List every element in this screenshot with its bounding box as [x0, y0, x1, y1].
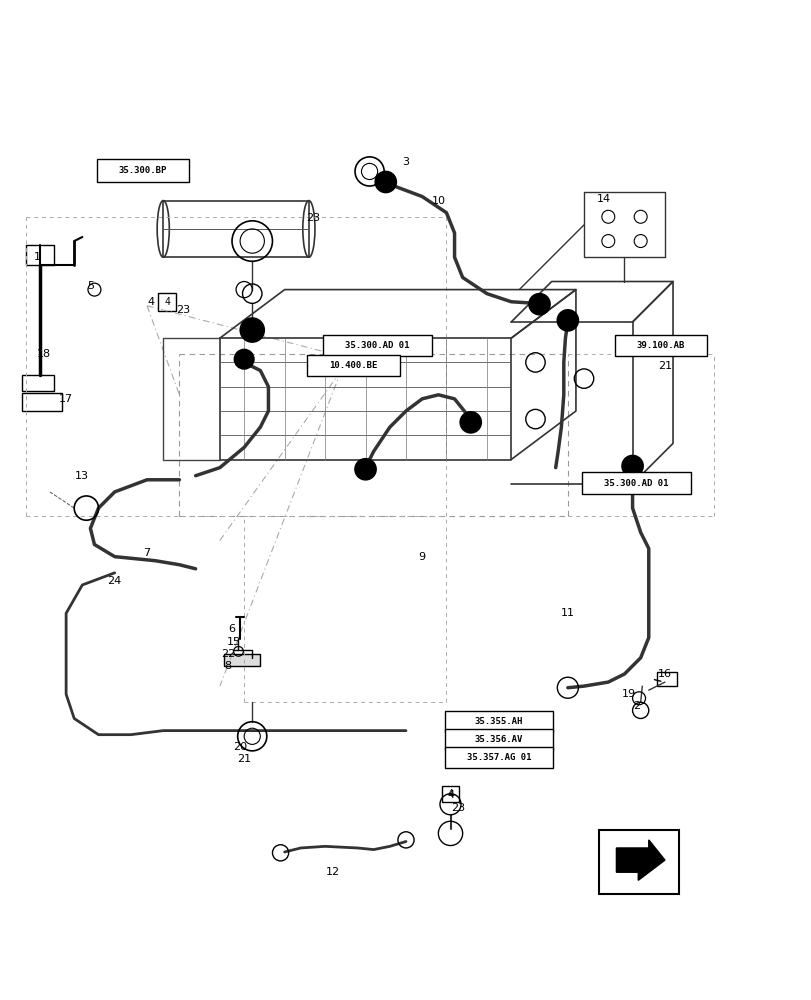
FancyBboxPatch shape [598, 830, 678, 894]
FancyBboxPatch shape [444, 747, 552, 768]
Text: 20: 20 [233, 742, 247, 752]
Bar [656, 672, 676, 686]
Text: 18: 18 [36, 349, 50, 359]
Text: 16: 16 [657, 669, 672, 679]
Text: 35.355.AH: 35.355.AH [474, 717, 522, 726]
Text: 4: 4 [447, 789, 453, 799]
Bar [22, 375, 54, 391]
FancyBboxPatch shape [307, 355, 399, 376]
Text: 23: 23 [176, 305, 191, 315]
Text: 17: 17 [59, 394, 73, 404]
FancyBboxPatch shape [444, 729, 552, 750]
Text: 4: 4 [446, 790, 453, 800]
Circle shape [234, 349, 254, 369]
Text: 9: 9 [418, 552, 425, 562]
Circle shape [556, 310, 577, 331]
Text: 7: 7 [144, 548, 150, 558]
Circle shape [375, 171, 396, 192]
Bar [26, 245, 54, 265]
Text: 19: 19 [620, 689, 635, 699]
FancyBboxPatch shape [97, 159, 189, 182]
Circle shape [460, 412, 481, 433]
Text: 14: 14 [596, 194, 611, 204]
Text: 3: 3 [402, 157, 409, 167]
Circle shape [354, 459, 375, 480]
Circle shape [621, 455, 642, 477]
Text: 35.300.AD 01: 35.300.AD 01 [345, 341, 410, 350]
Text: 35.357.AG 01: 35.357.AG 01 [466, 753, 530, 762]
Circle shape [528, 294, 549, 315]
Text: 21: 21 [237, 754, 251, 764]
Text: 5: 5 [87, 281, 94, 291]
Text: 15: 15 [226, 637, 240, 647]
Text: 23: 23 [451, 803, 465, 813]
FancyBboxPatch shape [323, 335, 431, 356]
Bar [224, 654, 260, 666]
Polygon shape [616, 840, 664, 880]
Text: 6: 6 [228, 624, 235, 634]
Text: 11: 11 [560, 608, 574, 618]
FancyBboxPatch shape [614, 335, 706, 356]
Text: 12: 12 [326, 867, 340, 877]
Text: 10.400.BE: 10.400.BE [328, 361, 377, 370]
Text: 8: 8 [224, 661, 231, 671]
Text: 13: 13 [75, 471, 89, 481]
Text: 22: 22 [221, 649, 235, 659]
FancyBboxPatch shape [441, 786, 459, 802]
Bar [22, 393, 62, 411]
FancyBboxPatch shape [444, 711, 552, 732]
Text: 10: 10 [431, 196, 444, 206]
FancyBboxPatch shape [158, 293, 176, 311]
Text: 1: 1 [34, 252, 41, 262]
Text: 39.100.AB: 39.100.AB [636, 341, 684, 350]
Text: 2: 2 [633, 701, 639, 711]
Text: 23: 23 [306, 213, 320, 223]
FancyBboxPatch shape [581, 472, 690, 494]
Text: 35.300.AD 01: 35.300.AD 01 [603, 479, 668, 488]
Text: 21: 21 [657, 361, 672, 371]
Text: 4: 4 [164, 297, 170, 307]
Text: 4: 4 [148, 297, 154, 307]
Text: 35.300.BP: 35.300.BP [118, 166, 167, 175]
Text: 35.356.AV: 35.356.AV [474, 735, 522, 744]
Text: 24: 24 [107, 576, 122, 586]
Circle shape [240, 318, 264, 342]
